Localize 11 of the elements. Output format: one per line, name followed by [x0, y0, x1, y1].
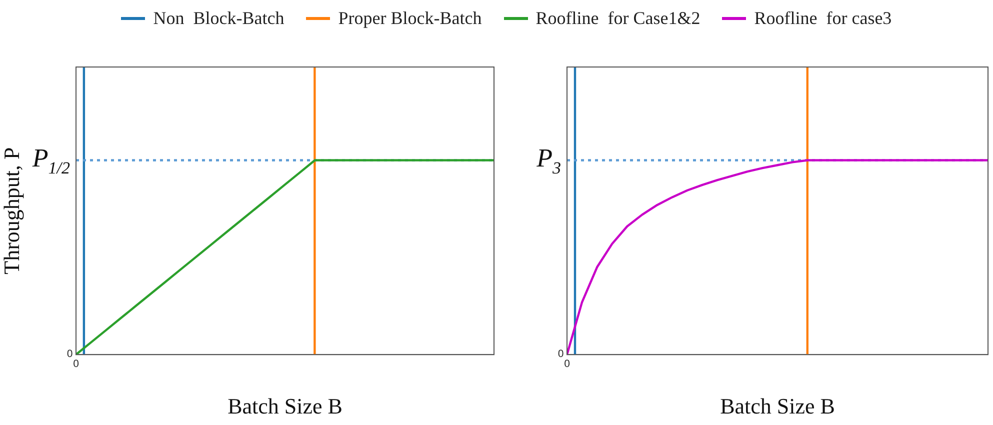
legend-label: Roofline for case3 [754, 8, 892, 28]
text: 0 [66, 349, 73, 360]
text: Non Block-Batch [153, 8, 284, 28]
text: 0 [558, 349, 564, 360]
legend-label: Roofline for Case1&2 [536, 8, 700, 28]
text: 0 [564, 359, 570, 370]
x-axis-title: Batch Size B [228, 394, 342, 419]
y-axis-title: Throughput, P [0, 147, 24, 274]
x-axis-title: Batch Size B [720, 394, 835, 419]
text: 0 [72, 359, 80, 370]
text: Proper Block-Batch [338, 8, 482, 28]
